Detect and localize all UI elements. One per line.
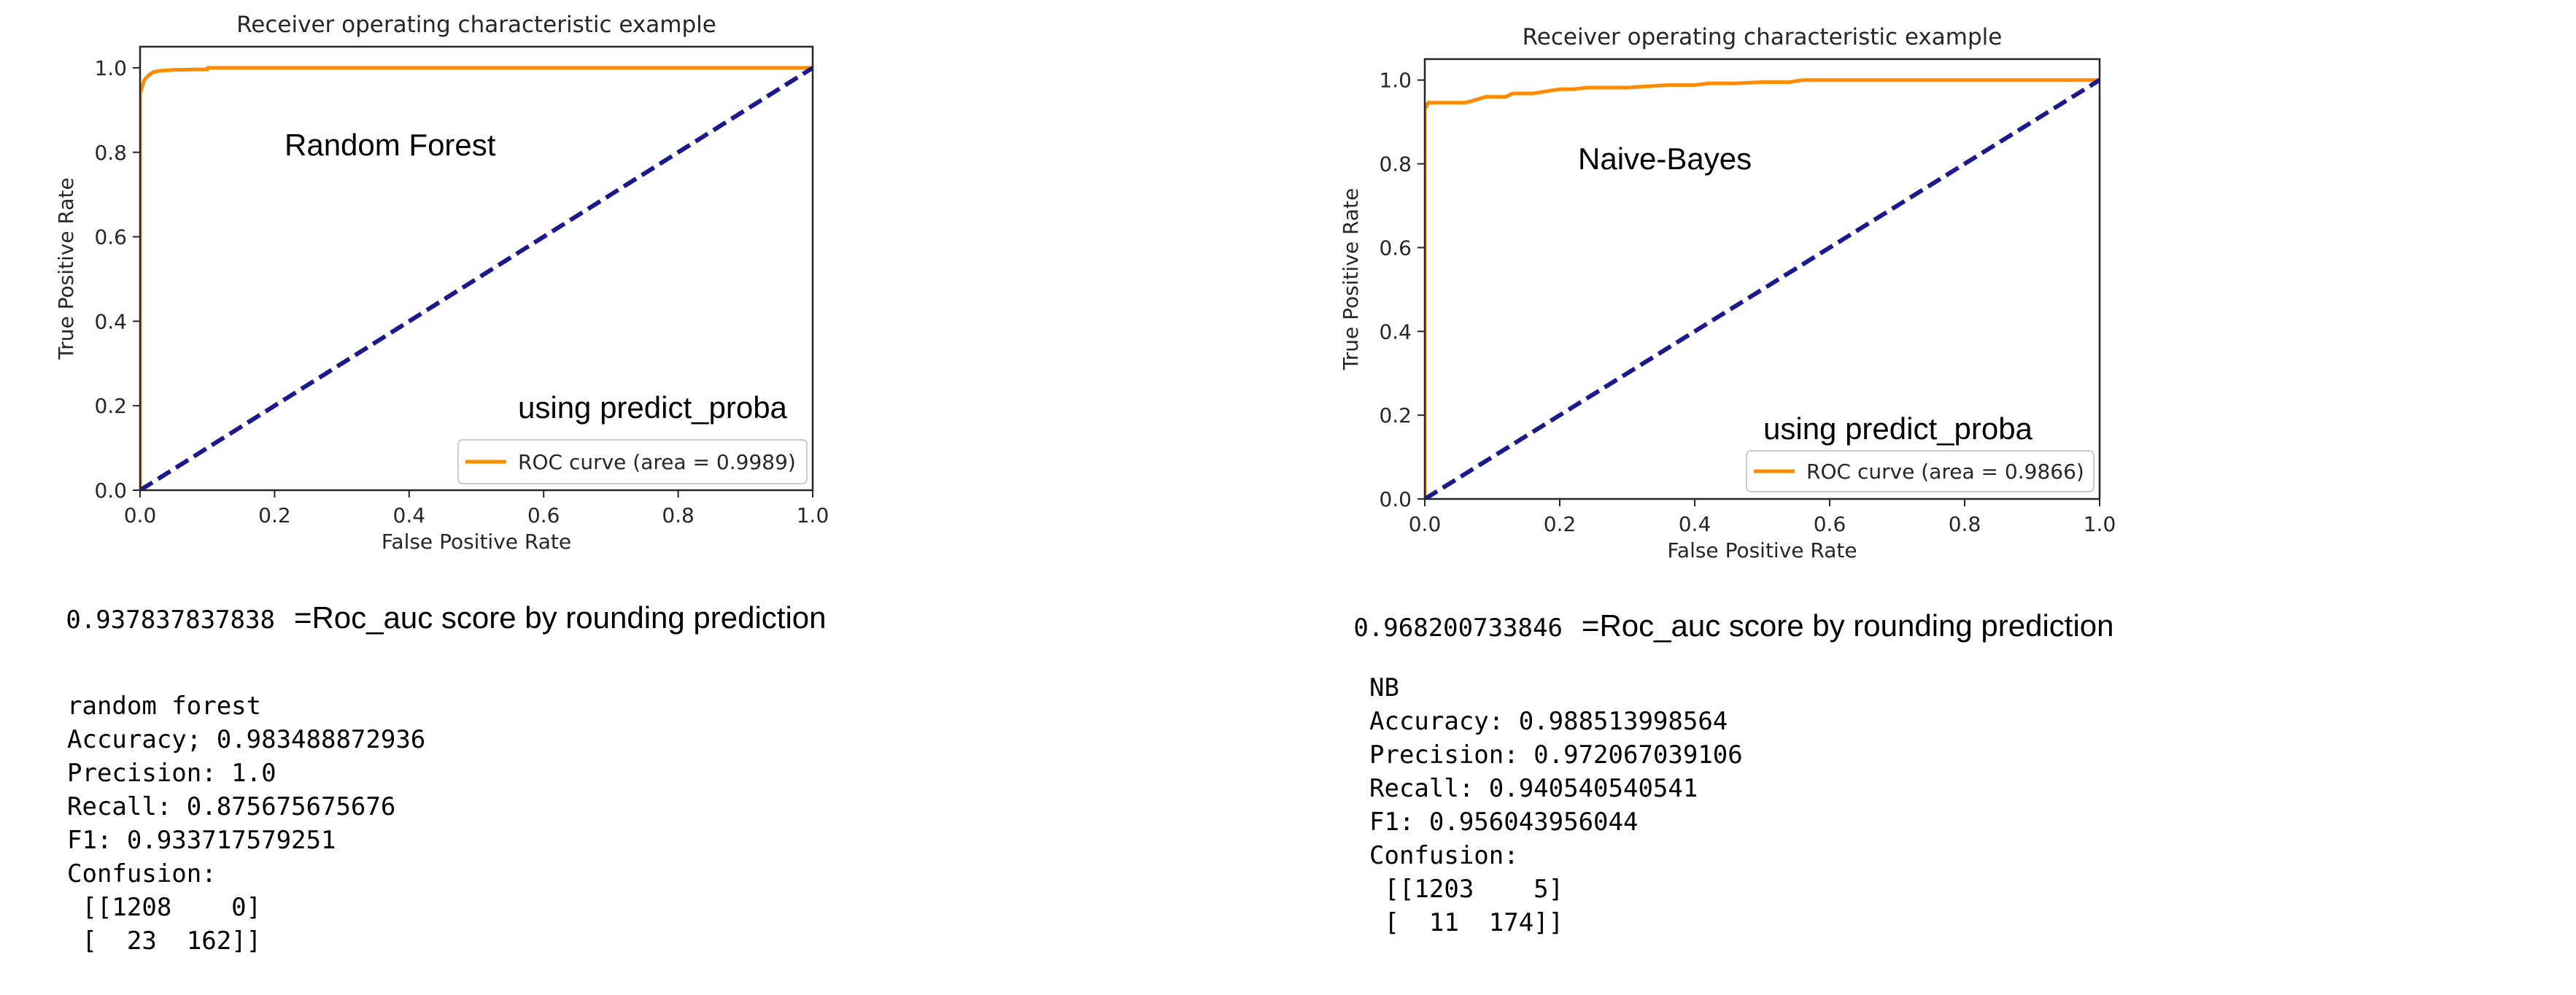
roc-chart-naive-bayes: Receiver operating characteristic exampl… (1339, 24, 2116, 562)
x-tick-label: 0.0 (1409, 512, 1442, 536)
x-tick-label: 1.0 (797, 503, 829, 527)
roc-auc-rounding-line: 0.937837837838 =Roc_auc score by rounding… (51, 586, 827, 649)
y-tick-label: 0.4 (1379, 320, 1412, 344)
report-line: Accuracy; 0.983488872936 (67, 725, 426, 754)
legend-label: ROC curve (area = 0.9866) (1806, 460, 2084, 484)
x-tick-label: 1.0 (2084, 512, 2116, 536)
report-line: [ 11 174]] (1369, 908, 1564, 937)
report-line: Accuracy: 0.988513998564 (1369, 707, 1728, 736)
axes-frame (1423, 58, 2101, 500)
roc-curve-line (1425, 78, 2100, 499)
x-axis-label: False Positive Rate (1667, 538, 1857, 562)
y-axis-label: True Positive Rate (54, 177, 78, 360)
report-line: Precision: 1.0 (67, 759, 276, 788)
x-tick-label: 0.8 (1949, 512, 1981, 536)
report-line: F1: 0.956043956044 (1369, 808, 1639, 837)
y-axis-label: True Positive Rate (1339, 188, 1363, 371)
report-line: Confusion: (1369, 841, 1519, 870)
report-line: [[1203 5] (1369, 875, 1564, 904)
report-line: Precision: 0.972067039106 (1369, 740, 1743, 770)
legend-label: ROC curve (area = 0.9989) (518, 450, 796, 474)
roc-curve-line (140, 66, 813, 490)
x-axis-label: False Positive Rate (382, 530, 571, 554)
report-line: Confusion: (67, 859, 217, 888)
roc-auc-rounding-value: 0.968200733846 (1353, 613, 1563, 643)
roc-auc-rounding-value: 0.937837837838 (66, 605, 275, 635)
y-tick-label: 0.6 (1379, 236, 1412, 260)
legend-box (1746, 450, 2095, 492)
model-name-annotation: Random Forest (285, 128, 496, 162)
roc-chart-random-forest: Receiver operating characteristic exampl… (54, 12, 829, 554)
chart-title: Receiver operating characteristic exampl… (236, 12, 716, 38)
y-tick-label: 1.0 (1379, 69, 1412, 93)
axes-frame (139, 45, 814, 492)
x-tick-label: 0.6 (1814, 512, 1846, 536)
x-tick-label: 0.0 (124, 503, 157, 527)
method-annotation: using predict_proba (1763, 411, 2033, 446)
panel-naive-bayes: Receiver operating characteristic exampl… (1288, 0, 2575, 995)
y-tick-label: 0.8 (94, 141, 127, 165)
y-tick-label: 0.2 (1379, 403, 1412, 427)
roc-auc-rounding-line: 0.968200733846 =Roc_auc score by rounding… (1339, 595, 2114, 657)
roc-auc-rounding-label: =Roc_auc score by rounding prediction (1581, 608, 2114, 643)
chance-diagonal-line (140, 66, 813, 490)
report-line: F1: 0.933717579251 (67, 826, 336, 855)
method-annotation: using predict_proba (518, 390, 788, 425)
y-tick-label: 1.0 (94, 56, 127, 80)
report-line: [ 23 162]] (67, 926, 262, 956)
roc-auc-rounding-label: =Roc_auc score by rounding prediction (293, 600, 827, 635)
legend-box (457, 439, 808, 484)
report-line: Recall: 0.940540540541 (1369, 774, 1698, 803)
x-tick-label: 0.4 (393, 503, 426, 527)
plot-series-group (1425, 78, 2100, 499)
panel-random-forest: Receiver operating characteristic exampl… (51, 12, 829, 958)
metrics-report-random-forest: random forest Accuracy; 0.983488872936 P… (67, 689, 425, 958)
x-tick-label: 0.8 (662, 503, 695, 527)
y-tick-label: 0.0 (1379, 487, 1412, 511)
chart-title: Receiver operating characteristic exampl… (1523, 24, 2003, 50)
report-line: [[1208 0] (67, 893, 262, 922)
x-tick-label: 0.6 (527, 503, 560, 527)
model-name-annotation: Naive-Bayes (1578, 142, 1752, 176)
y-tick-label: 0.4 (94, 309, 127, 333)
report-line: NB (1369, 673, 1399, 702)
report-line: random forest (67, 692, 262, 721)
plot-series-group (140, 66, 813, 490)
x-tick-label: 0.4 (1679, 512, 1711, 536)
chance-diagonal-line (1425, 78, 2100, 499)
y-tick-label: 0.0 (94, 479, 127, 503)
y-tick-label: 0.8 (1379, 152, 1412, 177)
y-tick-label: 0.2 (94, 394, 127, 418)
x-tick-label: 0.2 (1544, 512, 1577, 536)
report-line: Recall: 0.875675675676 (67, 792, 396, 821)
x-tick-label: 0.2 (258, 503, 291, 527)
y-tick-label: 0.6 (94, 225, 127, 249)
metrics-report-naive-bayes: NB Accuracy: 0.988513998564 Precision: 0… (1369, 671, 1743, 940)
